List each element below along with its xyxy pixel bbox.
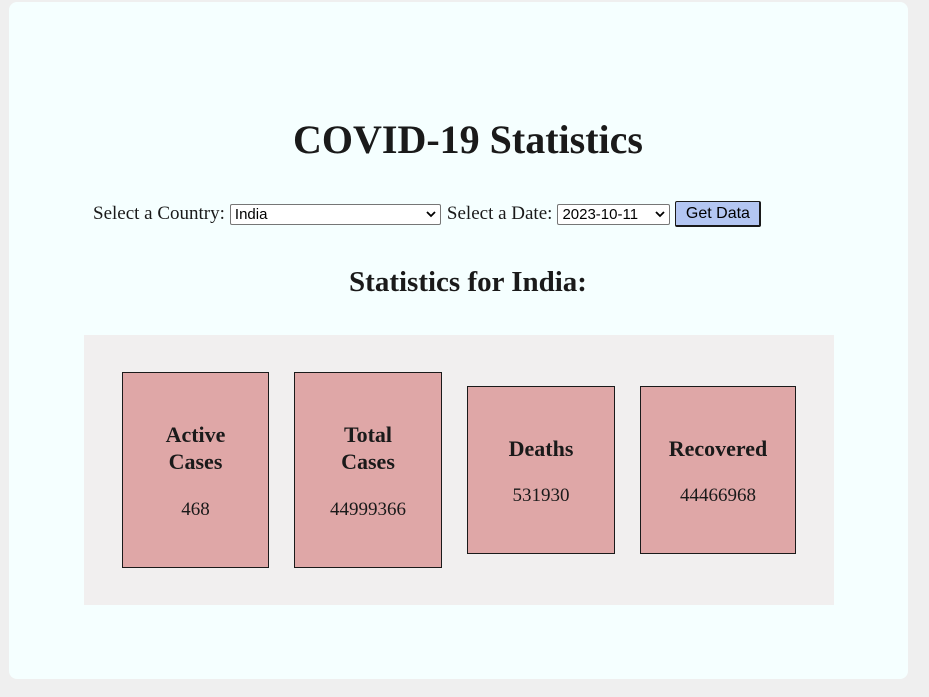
country-select[interactable]: India bbox=[229, 203, 441, 225]
recovered-title: Recovered bbox=[668, 436, 768, 461]
page-title: COVID-19 Statistics bbox=[293, 117, 643, 162]
date-label: Select a Date: bbox=[446, 203, 553, 224]
total-cases-card: Total Cases 44999366 bbox=[294, 372, 442, 568]
recovered-card: Recovered 44466968 bbox=[640, 386, 796, 554]
total-cases-value: 44999366 bbox=[330, 499, 406, 520]
country-label: Select a Country: bbox=[93, 203, 225, 224]
total-cases-title: Total Cases bbox=[341, 422, 395, 474]
recovered-value: 44466968 bbox=[680, 485, 756, 506]
country-select-value: India bbox=[234, 205, 268, 223]
deaths-card: Deaths 531930 bbox=[467, 386, 615, 554]
stats-cards-area: Active Cases 468 Total Cases 44999366 De… bbox=[84, 335, 834, 605]
deaths-value: 531930 bbox=[512, 485, 570, 506]
chevron-down-icon bbox=[655, 210, 666, 217]
active-cases-title: Active Cases bbox=[165, 422, 226, 474]
deaths-title: Deaths bbox=[508, 436, 574, 461]
chevron-down-icon bbox=[426, 210, 436, 217]
date-select-value: 2023-10-11 bbox=[562, 205, 639, 223]
active-cases-value: 468 bbox=[181, 499, 210, 520]
stats-heading: Statistics for India: bbox=[349, 266, 587, 298]
controls-bar: Select a Country: India Select a Date: 2… bbox=[93, 200, 762, 228]
active-cases-card: Active Cases 468 bbox=[122, 372, 269, 568]
date-select[interactable]: 2023-10-11 bbox=[557, 203, 671, 225]
get-data-button[interactable]: Get Data bbox=[675, 201, 762, 227]
